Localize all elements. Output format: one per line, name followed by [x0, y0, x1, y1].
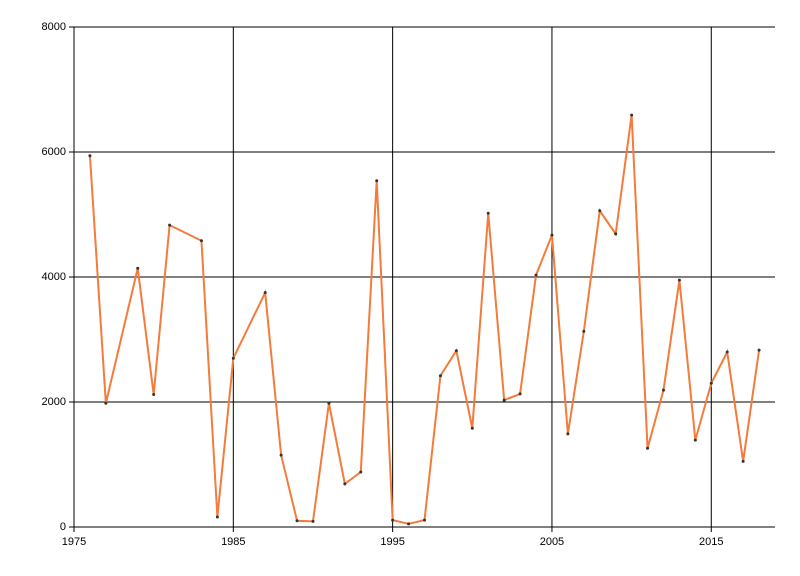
point: [263, 291, 267, 295]
point: [614, 232, 618, 236]
point: [375, 179, 379, 183]
point: [168, 223, 172, 227]
point: [757, 348, 761, 352]
point: [470, 426, 474, 430]
point: [630, 113, 634, 117]
y-tick-label: 6000: [42, 146, 66, 158]
series-line: [88, 114, 761, 525]
x-tick-label: 2015: [699, 536, 723, 548]
y-tick-label: 0: [60, 521, 66, 533]
point: [598, 209, 602, 213]
point: [661, 388, 665, 392]
point: [279, 453, 283, 457]
y-tick-label: 2000: [42, 396, 66, 408]
point: [486, 211, 490, 215]
point: [407, 522, 411, 526]
point: [423, 518, 426, 522]
point: [741, 459, 745, 463]
point: [693, 438, 697, 442]
point: [709, 381, 713, 385]
point: [438, 374, 442, 378]
point: [502, 398, 506, 402]
point: [199, 239, 203, 243]
point: [136, 266, 140, 270]
y-tick-label: 8000: [42, 21, 66, 33]
point: [152, 393, 156, 396]
point: [343, 482, 347, 486]
point: [311, 519, 315, 523]
point: [391, 518, 395, 522]
point: [454, 349, 458, 353]
point: [518, 392, 522, 396]
x-tick-label: 1995: [380, 536, 404, 548]
point: [231, 356, 235, 360]
point: [566, 432, 570, 436]
point: [88, 154, 92, 158]
point: [550, 233, 554, 237]
point: [725, 350, 729, 354]
x-tick-label: 1985: [221, 536, 245, 548]
point: [677, 278, 681, 282]
point: [295, 519, 299, 523]
point: [104, 401, 108, 405]
point: [359, 470, 363, 474]
point: [327, 401, 331, 405]
point: [534, 273, 538, 277]
y-tick-label: 4000: [42, 271, 66, 283]
point: [215, 515, 219, 519]
x-tick-label: 1975: [62, 536, 86, 548]
point: [646, 446, 650, 450]
point: [582, 329, 586, 333]
x-tick-label: 2005: [540, 536, 564, 548]
